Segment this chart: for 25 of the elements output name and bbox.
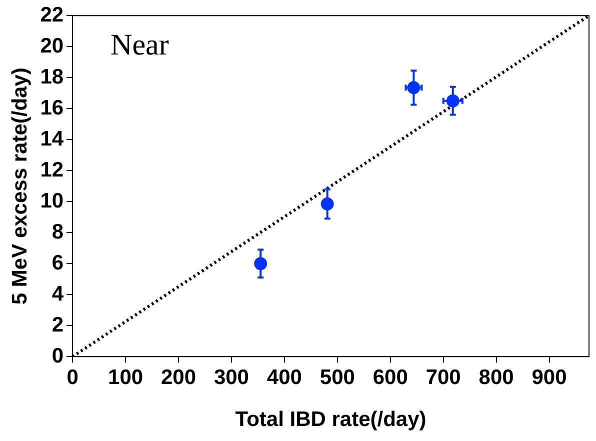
y-tick-label: 8 <box>52 220 64 244</box>
x-axis-title: Total IBD rate(/day) <box>235 408 426 432</box>
y-tick-label: 6 <box>52 251 64 274</box>
y-tick-label: 16 <box>40 96 64 120</box>
x-tick-label: 100 <box>108 366 144 389</box>
x-tick-label: 500 <box>320 366 355 389</box>
x-tick-label: 800 <box>478 366 514 389</box>
y-axis-title: 5 MeV excess rate(/day) <box>8 68 32 305</box>
y-tick-label: 10 <box>40 189 64 212</box>
y-tick-label: 4 <box>52 282 64 306</box>
x-tick-label: 0 <box>66 366 78 389</box>
y-tick-label: 12 <box>40 158 64 182</box>
y-tick-label: 20 <box>40 34 64 58</box>
x-tick-label: 300 <box>214 366 249 389</box>
x-tick-label: 900 <box>532 366 567 389</box>
y-tick-label: 2 <box>52 313 64 336</box>
x-tick-label: 600 <box>372 366 408 389</box>
annotation: Near <box>110 28 169 62</box>
x-tick-label: 200 <box>160 366 196 389</box>
x-tick-label: 400 <box>266 366 302 389</box>
y-tick-label: 14 <box>40 127 64 150</box>
y-tick-label: 18 <box>40 65 64 88</box>
y-tick-label: 0 <box>52 344 64 368</box>
y-tick-label: 22 <box>40 3 64 26</box>
x-tick-label: 700 <box>426 366 461 389</box>
